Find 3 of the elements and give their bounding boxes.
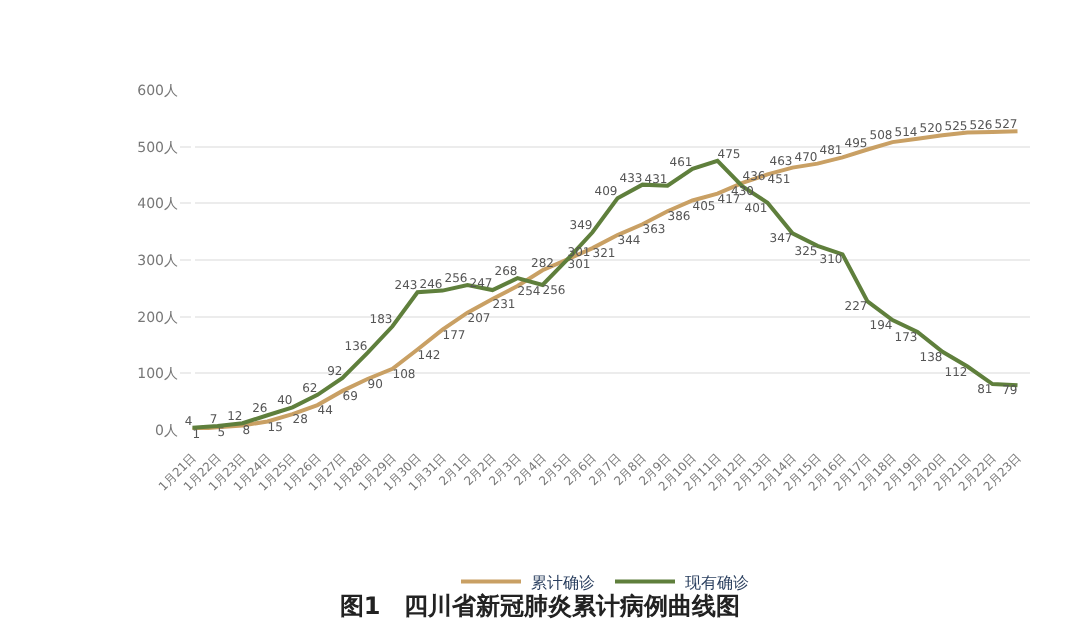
legend-label: 现有确诊 xyxy=(685,573,749,592)
text: 图1 四川省新冠肺炎累计病例曲线图 xyxy=(339,592,741,621)
legend-label: 累计确诊 xyxy=(531,573,595,592)
